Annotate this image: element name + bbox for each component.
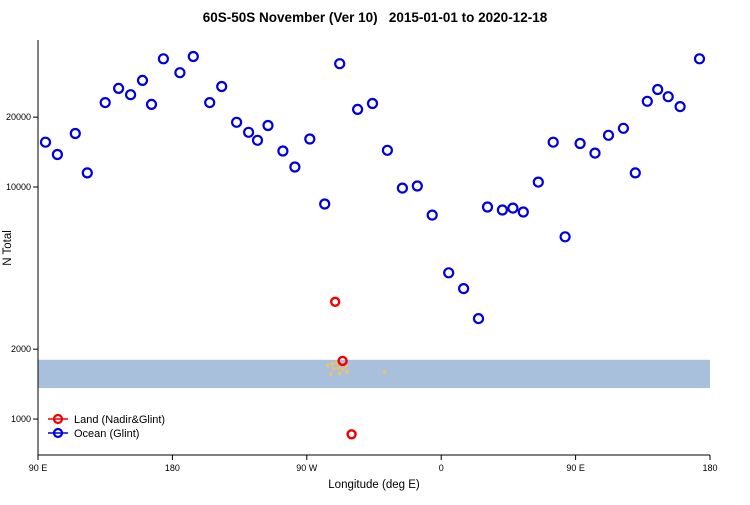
ocean-point <box>99 96 111 109</box>
legend-label: Ocean (Glint) <box>74 428 139 440</box>
cluster-dot <box>382 369 387 374</box>
ocean-point <box>289 161 301 173</box>
ocean-point <box>559 231 571 243</box>
ocean-point <box>481 201 494 213</box>
ocean-point <box>629 167 641 179</box>
legend: Land (Nadir&Glint) Ocean (Glint) <box>48 413 165 440</box>
ocean-point <box>411 180 423 192</box>
ocean-point <box>443 267 455 279</box>
ocean-point <box>496 204 508 216</box>
cluster-dot <box>336 366 341 370</box>
ocean-point <box>641 95 653 107</box>
ocean-point <box>652 83 664 96</box>
ocean-point <box>243 126 255 138</box>
ocean-point <box>231 116 243 128</box>
y-axis-label: N Total <box>2 230 14 266</box>
y-tick-label: 10000 <box>6 182 31 192</box>
ocean-point <box>112 82 125 95</box>
legend-label: Land (Nadir&Glint) <box>74 414 165 426</box>
ocean-point <box>304 133 316 145</box>
ocean-point <box>334 58 346 70</box>
ocean-point <box>617 122 630 134</box>
ocean-point <box>39 136 52 148</box>
y-tick-label: 1000 <box>11 414 31 424</box>
land-point <box>330 296 341 307</box>
x-tick-label: 180 <box>165 463 180 473</box>
points-layer <box>39 50 706 440</box>
ocean-point <box>366 97 379 110</box>
ocean-point <box>251 134 264 146</box>
ocean-point <box>216 80 228 93</box>
ocean-point <box>174 67 186 79</box>
ocean-point <box>662 91 674 103</box>
ocean-point <box>574 137 586 150</box>
ocean-point <box>145 98 158 111</box>
ocean-point <box>507 202 519 214</box>
x-tick-label: 90 E <box>29 463 48 473</box>
ocean-point <box>136 74 149 87</box>
x-tick-label: 0 <box>439 463 444 473</box>
highlight-band <box>38 359 710 388</box>
ocean-point <box>125 89 137 101</box>
ocean-point <box>81 167 93 179</box>
ocean-point <box>426 209 438 221</box>
ocean-point <box>157 53 169 65</box>
ocean-point <box>547 136 559 148</box>
legend-marker-icon <box>52 413 64 425</box>
ocean-point <box>352 103 364 116</box>
ocean-point <box>532 176 544 188</box>
ocean-point <box>674 100 686 113</box>
cluster-dot <box>340 367 345 372</box>
ocean-point <box>277 145 289 157</box>
cluster-dot <box>325 363 330 368</box>
ocean-point <box>396 182 408 194</box>
ocean-point <box>69 127 81 140</box>
cluster-dot <box>331 366 336 371</box>
ocean-point <box>381 144 393 156</box>
ocean-point <box>472 313 485 325</box>
ocean-point <box>458 283 470 295</box>
ocean-point <box>262 119 274 132</box>
cluster-dot <box>345 369 349 374</box>
chart-title: 60S-50S November (Ver 10) 2015-01-01 to … <box>203 10 548 25</box>
ocean-point <box>517 206 529 218</box>
ocean-point <box>602 129 615 141</box>
y-tick-label: 2000 <box>11 344 31 354</box>
x-tick-label: 90 W <box>296 463 318 473</box>
legend-marker-icon <box>52 427 64 439</box>
axes-layer: 90 E 180 90 W 0 90 E 180 1000 2000 10000 20000 <box>6 40 718 473</box>
cluster-dot <box>328 372 333 377</box>
ocean-point <box>319 198 331 210</box>
x-axis-label: Longitude (deg E) <box>328 479 420 491</box>
ocean-point <box>693 53 706 65</box>
x-tick-label: 180 <box>702 463 717 473</box>
band-layer <box>38 359 710 388</box>
cluster-dot <box>330 361 335 366</box>
ocean-point <box>51 148 64 161</box>
cluster-dot <box>337 371 342 376</box>
land-point <box>346 429 357 440</box>
y-tick-label: 20000 <box>6 112 31 122</box>
x-tick-label: 90 E <box>566 463 585 473</box>
land-point <box>337 355 348 367</box>
ocean-point <box>589 147 601 159</box>
ocean-point <box>187 50 199 63</box>
ocean-point <box>204 96 216 109</box>
